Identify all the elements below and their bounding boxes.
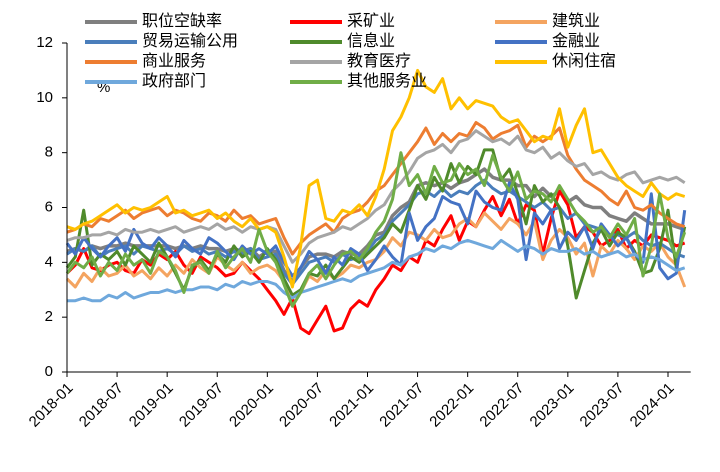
x-tick-label: 2023-07 [577,380,628,431]
series-line [66,129,686,264]
legend-label: 政府部门 [142,72,206,90]
series-line [66,121,686,256]
x-tick-label: 2019-07 [176,380,227,431]
y-tick-label: 10 [36,89,53,106]
x-tick-label: 2020-01 [226,380,277,431]
x-tick-label: 2018-07 [76,380,127,431]
legend-label: 商业服务 [142,52,206,70]
x-tick-label: 2022-07 [476,380,527,431]
legend-label: 建筑业 [552,12,600,30]
legend-label: 其他服务业 [347,72,427,90]
legend-label: 贸易运输公用 [142,32,238,50]
y-tick-label: 12 [36,34,53,51]
x-tick-label: 2019-01 [126,380,177,431]
x-tick-label: 2020-07 [276,380,327,431]
x-tick-label: 2021-01 [326,380,377,431]
legend-label: 职位空缺率 [142,12,222,30]
x-tick-label: 2023-01 [527,380,578,431]
y-tick-label: 2 [45,308,53,325]
legend-label: 金融业 [552,32,600,50]
legend-label: 教育医疗 [347,52,411,70]
legend-label: 信息业 [347,32,395,50]
legend-label: 休闲住宿 [552,52,616,70]
series-line [65,151,687,308]
y-tick-label: 6 [45,198,53,215]
x-tick-label: 2022-01 [426,380,477,431]
x-tick-label: 2018-01 [26,380,77,431]
x-tick-label: 2024-01 [627,380,678,431]
series-line [67,238,686,303]
legend-label: 采矿业 [347,12,395,30]
y-tick-label: 0 [45,363,53,380]
y-tick-label: 8 [45,144,53,161]
x-tick-label: 2021-07 [376,380,427,431]
y-tick-label: 4 [45,253,53,270]
series-line [65,181,687,281]
series-line [65,189,686,336]
series-line [66,68,686,289]
